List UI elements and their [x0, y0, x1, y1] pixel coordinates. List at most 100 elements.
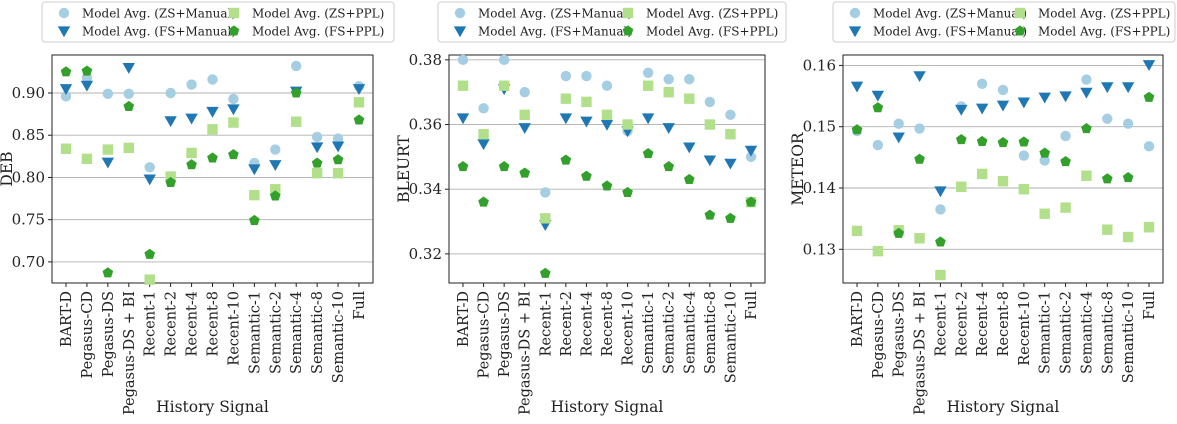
data-point-fs-ppl	[165, 176, 176, 188]
data-point-fs-ppl	[144, 248, 156, 259]
y-tick-label: 0.70	[12, 253, 45, 271]
x-tick-label: Semantic-4	[682, 291, 698, 374]
data-point-zs-manual	[914, 123, 925, 134]
data-point-fs-ppl	[539, 267, 551, 278]
data-point-fs-ppl	[102, 267, 114, 278]
x-tick-label: Semantic-10	[723, 291, 739, 383]
data-point-fs-ppl	[81, 65, 93, 76]
data-point-fs-manual	[456, 113, 470, 125]
data-point-fs-ppl	[976, 135, 988, 146]
data-point-fs-ppl	[872, 102, 884, 113]
data-point-zs-manual	[478, 103, 489, 114]
data-point-fs-manual	[724, 158, 737, 170]
x-axis-label: History Signal	[551, 398, 664, 416]
legend-marker-zs-ppl	[622, 7, 634, 19]
x-tick-label: Pegasus-CD	[80, 291, 96, 378]
x-tick-label: Recent-1	[143, 291, 159, 357]
x-tick-label: Semantic-4	[289, 291, 305, 374]
data-point-fs-ppl	[60, 66, 72, 77]
data-point-zs-ppl	[311, 168, 323, 179]
legend-marker-zs-manual	[849, 7, 861, 19]
legend-label: Model Avg. (FS+PPL)	[252, 25, 384, 39]
data-point-zs-manual	[663, 74, 674, 85]
data-point-fs-manual	[600, 119, 614, 131]
y-axis-label: METEOR	[789, 131, 807, 206]
data-point-fs-ppl	[498, 160, 510, 172]
data-point-zs-manual	[1039, 155, 1050, 166]
data-point-fs-ppl	[581, 170, 592, 181]
data-point-fs-manual	[227, 104, 240, 116]
data-point-fs-ppl	[663, 160, 675, 172]
x-tick-label: Full	[744, 291, 760, 320]
data-point-fs-manual	[310, 142, 324, 154]
y-tick-label: 0.36	[409, 116, 442, 134]
x-tick-label: Recent-10	[621, 291, 637, 366]
x-tick-label: Semantic-2	[1059, 291, 1075, 374]
data-point-zs-manual	[1060, 130, 1071, 142]
x-tick-label: Semantic-8	[1100, 291, 1116, 374]
legend-label: Model Avg. (FS+Manual)	[478, 25, 632, 39]
data-point-fs-manual	[892, 132, 905, 144]
legend: Model Avg. (ZS+Manual) Model Avg. (FS+Man…	[41, 1, 395, 43]
data-point-zs-manual	[498, 54, 510, 66]
data-point-zs-manual	[704, 96, 716, 108]
x-tick-label: Semantic-10	[1121, 291, 1137, 383]
data-point-zs-ppl	[851, 225, 863, 237]
plot-frame	[51, 54, 374, 284]
data-point-fs-manual	[996, 100, 1010, 112]
legend-label: Model Avg. (ZS+PPL)	[646, 7, 778, 21]
data-point-fs-ppl	[1143, 91, 1155, 102]
legend: Model Avg. (ZS+Manual) Model Avg. (FS+Man…	[832, 1, 1176, 43]
data-point-fs-ppl	[207, 152, 218, 163]
y-tick-label: 0.38	[409, 51, 442, 69]
data-point-zs-ppl	[498, 80, 510, 91]
data-point-fs-ppl	[1018, 136, 1030, 147]
data-point-zs-ppl	[956, 181, 967, 192]
data-point-fs-ppl	[478, 196, 489, 207]
data-point-zs-ppl	[914, 233, 925, 244]
x-tick-label: Semantic-1	[641, 291, 657, 374]
x-tick-label: Semantic-2	[268, 291, 284, 374]
data-point-fs-ppl	[601, 180, 613, 191]
data-point-zs-ppl	[1143, 222, 1155, 233]
x-tick-label: Pegasus-DS + BI	[518, 291, 534, 415]
x-tick-label: Recent-8	[206, 291, 222, 357]
data-point-fs-manual	[143, 174, 156, 186]
data-point-zs-ppl	[997, 176, 1009, 187]
data-point-fs-ppl	[893, 227, 905, 238]
data-point-fs-ppl	[1081, 122, 1092, 134]
data-point-fs-manual	[744, 145, 758, 157]
data-point-fs-manual	[185, 113, 198, 125]
y-tick-label: 0.13	[803, 240, 836, 258]
data-point-fs-manual	[559, 113, 573, 125]
legend-marker-fs-manual	[453, 26, 467, 38]
data-point-zs-manual	[935, 204, 946, 215]
data-point-fs-manual	[1101, 82, 1114, 94]
x-tick-label: Pegasus-DS	[892, 291, 908, 377]
data-point-zs-ppl	[642, 80, 654, 91]
legend-label: Model Avg. (FS+PPL)	[1038, 25, 1170, 39]
data-point-zs-manual	[872, 139, 884, 151]
data-point-fs-manual	[934, 186, 947, 198]
data-point-fs-ppl	[290, 87, 302, 98]
data-point-fs-ppl	[269, 190, 281, 201]
data-point-zs-manual	[540, 187, 551, 198]
data-point-zs-ppl	[1039, 208, 1050, 219]
x-tick-label: Pegasus-CD	[477, 291, 493, 378]
x-tick-label: Recent-2	[164, 291, 180, 357]
x-tick-label: Recent-4	[579, 291, 595, 357]
data-point-zs-ppl	[228, 117, 239, 128]
y-tick-label: 0.85	[12, 126, 45, 144]
x-tick-label: BART-D	[59, 291, 75, 347]
data-point-zs-manual	[186, 79, 197, 90]
data-point-zs-manual	[997, 84, 1009, 96]
legend-marker-zs-manual	[454, 7, 466, 19]
data-point-zs-ppl	[560, 93, 572, 104]
data-point-zs-manual	[228, 93, 239, 105]
data-point-fs-ppl	[186, 159, 197, 170]
data-point-fs-manual	[518, 123, 531, 134]
data-point-zs-manual	[581, 70, 592, 82]
x-tick-label: Pegasus-DS	[101, 291, 117, 377]
y-tick-label: 0.34	[409, 180, 442, 198]
legend-marker-fs-manual	[848, 26, 862, 38]
